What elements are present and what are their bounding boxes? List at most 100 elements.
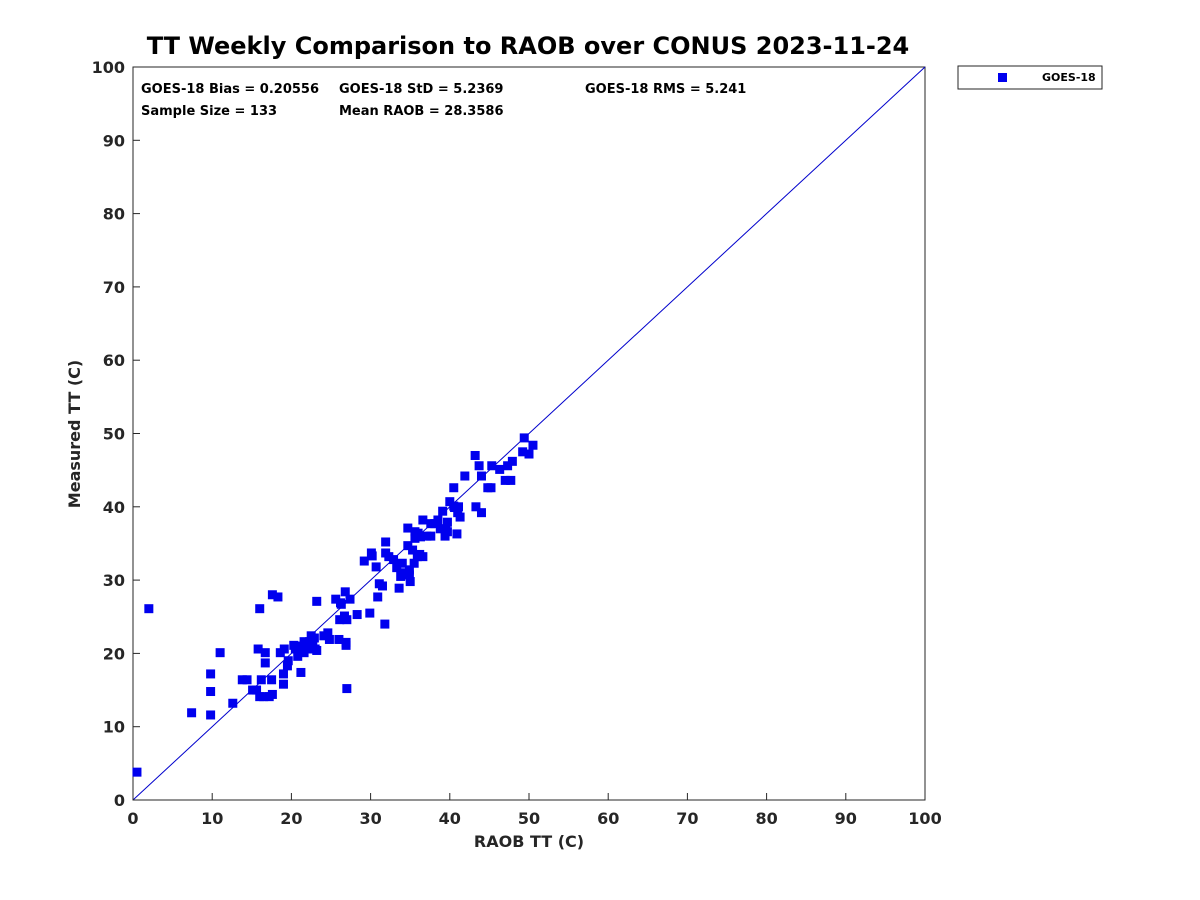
- y-tick-label: 100: [92, 58, 125, 77]
- data-point: [507, 456, 517, 466]
- data-point: [299, 648, 309, 658]
- data-point: [442, 517, 452, 527]
- legend-box: [957, 65, 1103, 90]
- data-point: [415, 549, 425, 559]
- data-point: [389, 555, 399, 565]
- y-tick-label: 40: [103, 498, 125, 517]
- legend-marker: [998, 73, 1007, 82]
- data-point: [476, 508, 486, 518]
- data-point: [418, 515, 428, 525]
- x-tick-label: 10: [201, 809, 223, 828]
- data-point: [296, 667, 306, 677]
- x-tick-label: 30: [359, 809, 381, 828]
- data-point: [252, 685, 262, 695]
- data-point: [367, 551, 377, 561]
- data-point: [476, 471, 486, 481]
- y-tick-label: 30: [103, 571, 125, 590]
- data-point: [289, 640, 299, 650]
- data-point: [132, 767, 142, 777]
- data-points: [132, 433, 538, 777]
- data-point: [253, 644, 263, 654]
- data-point: [373, 592, 383, 602]
- data-point: [342, 684, 352, 694]
- data-point: [377, 581, 387, 591]
- data-point: [279, 644, 289, 654]
- stat-mean-raob: Mean RAOB = 28.3586: [339, 104, 504, 119]
- y-tick-label: 90: [103, 131, 125, 150]
- data-point: [403, 541, 413, 551]
- data-point: [312, 596, 322, 606]
- x-axis-label: RAOB TT (C): [474, 832, 584, 851]
- data-point: [403, 523, 413, 533]
- data-point: [474, 461, 484, 471]
- data-point: [409, 558, 419, 568]
- data-point: [273, 592, 283, 602]
- data-point: [433, 515, 443, 525]
- x-tick-label: 80: [755, 809, 777, 828]
- data-point: [365, 608, 375, 618]
- data-point: [495, 464, 505, 474]
- x-tick-label: 60: [597, 809, 619, 828]
- data-point: [518, 447, 528, 457]
- data-point: [410, 533, 420, 543]
- data-point: [267, 689, 277, 699]
- x-tick-label: 100: [908, 809, 941, 828]
- data-point: [438, 506, 448, 516]
- data-point: [341, 640, 351, 650]
- data-point: [455, 512, 465, 522]
- data-point: [394, 583, 404, 593]
- data-point: [260, 648, 270, 658]
- data-point: [426, 531, 436, 541]
- data-point: [283, 656, 293, 666]
- data-point: [450, 503, 460, 513]
- y-tick-label: 50: [103, 425, 125, 444]
- data-point: [278, 669, 288, 679]
- data-point: [352, 610, 362, 620]
- data-point: [524, 449, 534, 459]
- data-point: [371, 562, 381, 572]
- data-point: [267, 675, 277, 685]
- y-axis: 0 10 20 30 40 50 60 70 80 90 100: [92, 58, 140, 810]
- data-point: [242, 675, 252, 685]
- data-point: [400, 568, 410, 578]
- data-point: [500, 475, 510, 485]
- data-point: [256, 675, 266, 685]
- data-point: [259, 692, 269, 702]
- stat-rms: GOES-18 RMS = 5.241: [585, 82, 746, 97]
- data-point: [278, 679, 288, 689]
- x-axis: 0 10 20 30 40 50 60 70 80 90 100: [127, 793, 942, 828]
- data-point: [384, 552, 394, 562]
- data-point: [331, 594, 341, 604]
- stat-sample-size: Sample Size = 133: [141, 104, 277, 119]
- data-point: [282, 661, 292, 671]
- x-tick-label: 70: [676, 809, 698, 828]
- data-point: [519, 433, 529, 443]
- y-tick-label: 0: [114, 791, 125, 810]
- data-point: [228, 698, 238, 708]
- data-point: [442, 527, 452, 537]
- data-point: [452, 529, 462, 539]
- data-point: [345, 594, 355, 604]
- data-point: [449, 483, 459, 493]
- x-tick-label: 0: [127, 809, 138, 828]
- data-point: [312, 645, 322, 655]
- data-point: [342, 615, 352, 625]
- data-point: [404, 565, 414, 575]
- x-tick-label: 90: [835, 809, 857, 828]
- data-point: [215, 648, 225, 658]
- y-tick-label: 20: [103, 644, 125, 663]
- x-tick-label: 40: [439, 809, 461, 828]
- data-point: [334, 634, 344, 644]
- data-point: [487, 461, 497, 471]
- data-point: [260, 658, 270, 668]
- data-point: [408, 545, 418, 555]
- data-point: [404, 570, 414, 580]
- data-point: [392, 563, 402, 573]
- data-point: [460, 471, 470, 481]
- stat-std: GOES-18 StD = 5.2369: [339, 82, 503, 97]
- data-point: [309, 633, 319, 643]
- y-tick-label: 60: [103, 351, 125, 370]
- data-point: [486, 483, 496, 493]
- data-point: [324, 634, 334, 644]
